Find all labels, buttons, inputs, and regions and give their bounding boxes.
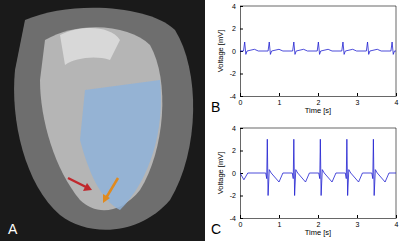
x-axis-title: Time [s] — [305, 228, 331, 237]
ecg-trace — [240, 42, 396, 54]
ecg-trace — [240, 139, 396, 195]
y-tick: 4 — [232, 3, 243, 10]
x-axis-line — [241, 218, 397, 219]
y-tick: -2 — [230, 192, 243, 199]
x-tick-mark — [279, 215, 280, 218]
x-axis: 0 1 2 3 4 — [239, 215, 399, 228]
y-tick: -4 — [230, 93, 243, 100]
image-background — [0, 0, 205, 241]
plot-frame — [240, 128, 396, 218]
x-axis-title: Time [s] — [305, 106, 331, 115]
y-tick: -2 — [230, 70, 243, 77]
x-tick-mark — [396, 215, 397, 218]
y-tick-label: 2 — [232, 25, 236, 32]
x-tick: 1 — [278, 93, 282, 106]
x-tick-mark — [396, 93, 397, 96]
y-tick: 2 — [232, 147, 243, 154]
y-tick-label: -4 — [230, 93, 236, 100]
y-axis-title: Voltage [mV] — [216, 152, 225, 195]
plot-frame — [240, 6, 396, 96]
y-tick-mark — [240, 96, 243, 97]
y-tick-mark — [240, 6, 243, 7]
x-tick-label: 1 — [278, 99, 282, 106]
x-tick-mark — [318, 215, 319, 218]
y-tick-mark — [240, 29, 243, 30]
x-tick-label: 4 — [395, 99, 399, 106]
x-tick: 4 — [395, 93, 399, 106]
y-tick-mark — [240, 128, 243, 129]
y-axis-title: Voltage [mV] — [216, 30, 225, 73]
y-tick-label: -4 — [230, 215, 236, 222]
heart-wall — [40, 27, 162, 210]
x-tick-mark — [357, 93, 358, 96]
x-tick-label: 0 — [239, 99, 243, 106]
y-tick: -4 — [230, 215, 243, 222]
segmented-ventricle — [80, 80, 161, 210]
x-tick-label: 4 — [395, 221, 399, 228]
chart: 0 1 2 3 4 -4 -2 0 2 4 Time [s] Voltage [mV] B — [211, 3, 399, 115]
orange-arrow-head — [103, 194, 110, 203]
y-tick: 2 — [232, 25, 243, 32]
plot-area — [240, 139, 396, 195]
y-tick-label: 4 — [232, 125, 236, 132]
x-axis-line — [241, 96, 397, 97]
y-tick-mark — [240, 74, 243, 75]
x-tick: 2 — [317, 93, 321, 106]
x-tick-mark — [279, 93, 280, 96]
x-tick: 3 — [356, 215, 360, 228]
x-tick: 1 — [278, 215, 282, 228]
chart: 0 1 2 3 4 -4 -2 0 2 4 Time [s] Voltage [mV] C — [211, 125, 399, 237]
y-axis: -4 -2 0 2 4 — [230, 125, 243, 222]
red-arrow-head — [83, 183, 92, 191]
y-tick-mark — [240, 151, 243, 152]
x-tick: 4 — [395, 215, 399, 228]
y-tick-mark — [240, 218, 243, 219]
plot-area — [240, 42, 396, 54]
x-tick-label: 2 — [317, 99, 321, 106]
orange-arrow — [106, 178, 118, 198]
x-tick-mark — [318, 93, 319, 96]
y-tick-label: -2 — [230, 70, 236, 77]
tissue — [14, 8, 193, 230]
x-tick-label: 3 — [356, 99, 360, 106]
x-tick-mark — [357, 215, 358, 218]
atrium — [60, 28, 120, 65]
y-tick-label: 4 — [232, 3, 236, 10]
y-tick-label: 0 — [232, 48, 236, 55]
x-tick: 3 — [356, 93, 360, 106]
y-tick: 4 — [232, 125, 243, 132]
panel-label: A — [8, 221, 18, 237]
figure: A01234-4-2024Time [s]Voltage [mV]B01234-… — [0, 0, 400, 241]
x-tick-label: 2 — [317, 221, 321, 228]
y-tick-label: 2 — [232, 147, 236, 154]
x-tick-label: 1 — [278, 221, 282, 228]
red-arrow — [68, 178, 88, 188]
x-axis: 0 1 2 3 4 — [239, 93, 399, 106]
y-tick-label: 0 — [232, 170, 236, 177]
y-tick-mark — [240, 196, 243, 197]
x-tick-label: 3 — [356, 221, 360, 228]
y-tick-label: -2 — [230, 192, 236, 199]
x-tick-label: 0 — [239, 221, 243, 228]
image-panel: A — [0, 0, 205, 241]
x-tick: 2 — [317, 215, 321, 228]
panel-label: C — [211, 221, 221, 237]
panel-label: B — [211, 99, 220, 115]
